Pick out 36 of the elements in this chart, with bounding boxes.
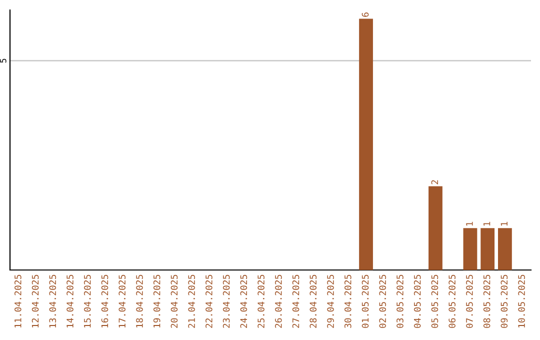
x-tick-label: 21.04.2025	[188, 274, 195, 328]
x-tick-label: 14.04.2025	[66, 274, 74, 328]
data-label: 1	[466, 222, 473, 226]
data-label: 2	[431, 180, 438, 184]
x-tick-label: 18.04.2025	[136, 274, 143, 328]
x-tick-label: 10.05.2025	[518, 274, 525, 328]
x-tick-label: 07.05.2025	[466, 274, 473, 328]
data-label: 1	[500, 222, 508, 226]
x-tick-label: 02.05.2025	[379, 274, 386, 328]
x-tick-label: 30.04.2025	[344, 274, 352, 328]
x-tick-label: 24.04.2025	[240, 274, 248, 328]
x-tick-label: 27.04.2025	[292, 274, 300, 328]
x-tick-label: 03.05.2025	[396, 274, 404, 328]
x-tick-label: 17.04.2025	[118, 274, 126, 328]
x-tick-label: 28.04.2025	[310, 274, 317, 328]
x-tick-label: 05.05.2025	[431, 274, 438, 328]
x-tick-label: 15.04.2025	[84, 274, 91, 328]
x-tick-label: 01.05.2025	[362, 274, 369, 328]
x-tick-label: 13.04.2025	[49, 274, 56, 328]
x-tick-label: 09.05.2025	[500, 274, 508, 328]
x-tick-label: 06.05.2025	[448, 274, 456, 328]
ref-line-label: 5	[0, 58, 6, 63]
x-tick-label: 23.04.2025	[222, 274, 230, 328]
x-tick-label: 12.04.2025	[32, 274, 39, 328]
x-tick-label: 04.05.2025	[414, 274, 421, 328]
x-tick-label: 20.04.2025	[170, 274, 178, 328]
x-tick-label: 16.04.2025	[101, 274, 108, 328]
x-tick-label: 22.04.2025	[206, 274, 212, 328]
x-tick-label: 26.04.2025	[275, 274, 282, 328]
x-tick-label: 11.04.2025	[14, 274, 22, 328]
data-label: 6	[362, 12, 369, 17]
x-tick-label: 25.04.2025	[258, 274, 264, 328]
x-tick-label: 08.05.2025	[483, 274, 490, 328]
x-tick-label: 19.04.2025	[153, 274, 160, 328]
x-tick-label: 29.04.2025	[327, 274, 334, 328]
data-label: 1	[484, 222, 490, 226]
